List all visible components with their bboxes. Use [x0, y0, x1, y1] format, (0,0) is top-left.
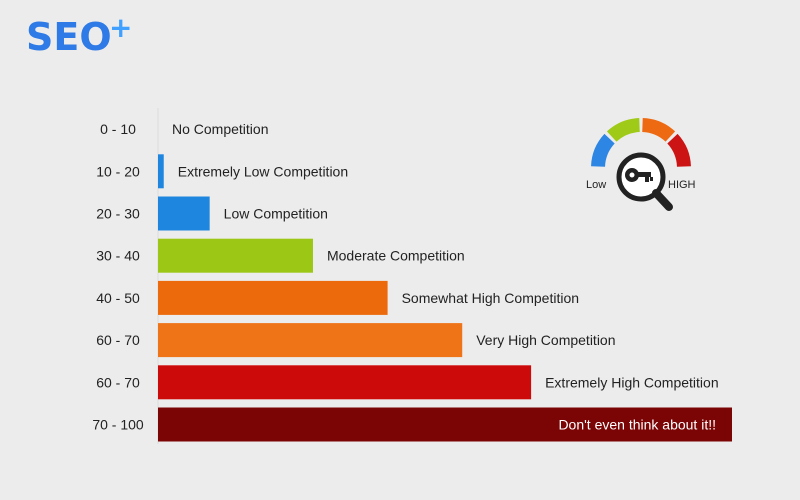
bar-row: 60 - 70 Extremely High Competition	[96, 365, 718, 399]
bar	[158, 365, 531, 399]
bar-row: 0 - 10 No Competition	[100, 121, 268, 137]
competition-gauge: Low HIGH	[586, 125, 696, 207]
bar	[158, 197, 210, 231]
bar	[158, 239, 313, 273]
bar	[158, 323, 462, 357]
y-tick-label: 70 - 100	[92, 417, 144, 433]
y-tick-label: 10 - 20	[96, 163, 140, 179]
key-magnifier-icon	[619, 155, 669, 207]
gauge-segment-moderate	[612, 125, 640, 137]
y-tick-label: 0 - 10	[100, 121, 136, 137]
gauge-segment-high	[643, 125, 671, 137]
y-tick-label: 30 - 40	[96, 248, 140, 264]
bar-row: 10 - 20 Extremely Low Competition	[96, 154, 348, 188]
bar-row: 70 - 100 Don't even think about it!!	[92, 408, 732, 442]
bar-label: Somewhat High Competition	[402, 290, 579, 306]
bar-row: 30 - 40 Moderate Competition	[96, 239, 465, 273]
bar-label: Don't even think about it!!	[558, 417, 716, 433]
bar-row: 60 - 70 Very High Competition	[96, 323, 615, 357]
bar-label: Extremely High Competition	[545, 374, 719, 390]
y-tick-label: 20 - 30	[96, 206, 140, 222]
gauge-high-label: HIGH	[668, 179, 696, 191]
seo-logo: SEO +	[26, 11, 132, 59]
bar-label: Very High Competition	[476, 332, 615, 348]
bar-row: 20 - 30 Low Competition	[96, 197, 328, 231]
bar	[158, 281, 388, 315]
logo-seo-text: SEO	[26, 15, 112, 59]
bar-row: 40 - 50 Somewhat High Competition	[96, 281, 579, 315]
bar-label: No Competition	[172, 121, 269, 137]
gauge-low-label: Low	[586, 179, 606, 191]
logo-plus-text: +	[109, 11, 132, 44]
bar-label: Extremely Low Competition	[178, 163, 348, 179]
y-tick-label: 40 - 50	[96, 290, 140, 306]
bar-label: Low Competition	[224, 206, 328, 222]
y-tick-label: 60 - 70	[96, 332, 140, 348]
gauge-segment-very-high	[672, 139, 684, 167]
y-tick-label: 60 - 70	[96, 374, 140, 390]
bar	[158, 154, 164, 188]
gauge-segment-low	[598, 139, 610, 167]
bar-label: Moderate Competition	[327, 248, 465, 264]
